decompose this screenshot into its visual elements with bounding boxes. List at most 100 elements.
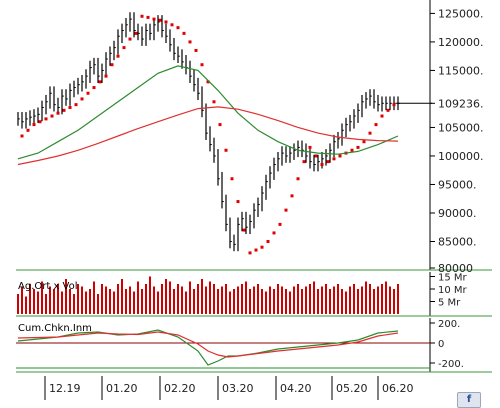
price-y-axis: 125000. 120000. 115000. 109236. 105000. 10000… [430,7,484,275]
short-moving-average-line [17,65,399,160]
sar-dot [320,163,324,167]
sar-dot [302,160,306,164]
sar-dot [26,128,30,132]
sar-dot [224,148,228,152]
volume-bar [329,289,331,314]
volume-bar [201,279,203,314]
volume-bar [173,289,175,314]
price-y-tick-label: 80000 [438,262,473,275]
sar-dot [314,154,318,158]
x-tick-label: 02.20 [164,382,196,395]
volume-bar [153,286,155,314]
oscillator-y-tick-label: 0 [438,339,444,350]
volume-bar [209,281,211,314]
sar-dot [296,177,300,181]
x-tick-label: 01.20 [106,382,138,395]
sar-dot [68,105,72,109]
volume-bar [293,286,295,314]
x-tick-label: 12.19 [49,382,81,395]
oscillator-y-tick-label: -200. [438,359,464,370]
sar-dot [86,91,90,95]
sar-dot [182,31,186,35]
volume-bar [109,289,111,314]
volume-bar [205,286,207,314]
volume-bar [369,284,371,314]
price-y-tick-label: 115000. [438,64,484,77]
volume-bar [325,284,327,314]
oscillator-fast-line [17,329,399,366]
sar-dot [122,46,126,50]
volume-bar [261,289,263,314]
volume-bar [317,289,319,314]
sar-dot [116,54,120,58]
volume-bar [393,289,395,314]
volume-bar [225,284,227,314]
sar-dot [236,200,240,204]
price-y-tick-label: 125000. [438,7,484,20]
volume-bar [237,286,239,314]
price-y-tick-label: 85000. [438,235,477,248]
volume-bar [285,289,287,314]
sar-dot [50,114,54,118]
oscillator-panel [16,329,430,369]
volume-bar [357,289,359,314]
sar-dot [56,111,60,115]
volume-bar [81,286,83,314]
sar-dot [308,145,312,149]
price-y-tick-label: 120000. [438,36,484,49]
price-y-tick-label: 90000. [438,207,477,220]
volume-bar [97,294,99,314]
sar-dot [362,140,366,144]
x-axis: 12.19 01.20 02.20 03.20 04.20 05.20 06.20 [44,376,414,400]
sar-dot [194,48,198,52]
volume-bar [301,289,303,314]
volume-bar [249,289,251,314]
volume-bar [161,284,163,314]
volume-bar [257,284,259,314]
volume-bar [165,279,167,314]
volume-bar [149,276,151,314]
sar-dot [392,103,396,107]
volume-bar [21,286,23,314]
long-moving-average-line [17,106,399,166]
volume-bar [397,284,399,314]
price-y-tick-label: 109236. [438,97,484,110]
volume-bar [273,289,275,314]
sar-dot [338,154,342,158]
volume-bar [53,289,55,314]
x-tick-label: 05.20 [336,382,368,395]
volume-bar [309,284,311,314]
sar-dot [44,117,48,121]
volume-bar [157,291,159,314]
sar-dot [200,63,204,67]
sar-dot [380,114,384,118]
volume-bar [189,281,191,314]
chart-settings-icon[interactable]: f [457,392,481,408]
volume-bar [313,281,315,314]
panel-frames [16,0,492,373]
volume-bar [229,291,231,314]
volume-bar [93,281,95,314]
volume-bar [197,284,199,314]
volume-bar [365,281,367,314]
volume-bar [233,289,235,314]
volume-bar [281,286,283,314]
volume-bar [385,281,387,314]
volume-bar [105,286,107,314]
volume-bar [305,286,307,314]
sar-dot [32,123,36,127]
volume-bar [377,286,379,314]
volume-bar [265,291,267,314]
volume-bar [137,281,139,314]
x-tick-label: 04.20 [280,382,312,395]
sar-dot [374,123,378,127]
sar-dot [356,145,360,149]
volume-bar [85,291,87,314]
sar-dot [158,18,162,22]
sar-dot [170,23,174,27]
sar-dot [326,160,330,164]
sar-dot [80,97,84,101]
sar-dot [278,222,282,226]
sar-dot [272,231,276,235]
